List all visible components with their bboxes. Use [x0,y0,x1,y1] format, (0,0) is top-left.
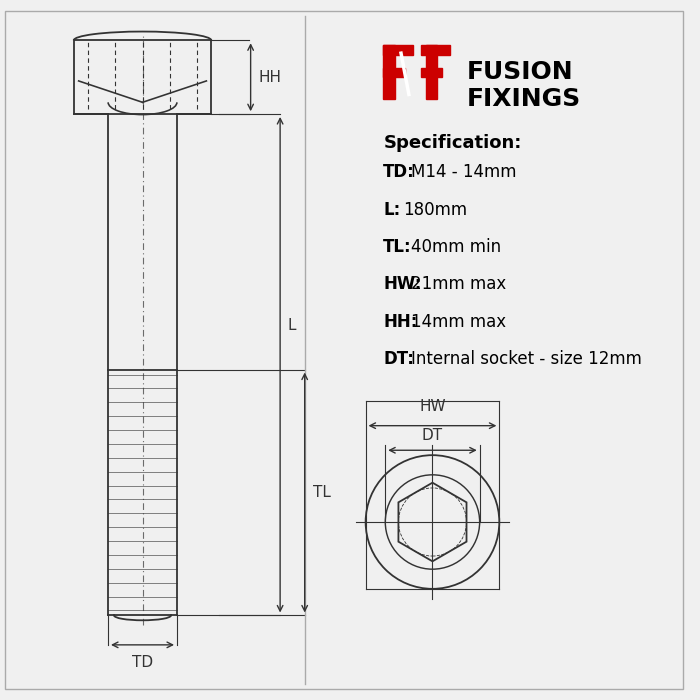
Text: Specification:: Specification: [384,134,522,152]
Text: HW: HW [419,399,446,414]
Text: DT:: DT: [384,350,414,368]
Text: Internal socket - size 12mm: Internal socket - size 12mm [411,350,642,368]
Text: TL: TL [313,485,330,500]
Text: M14 - 14mm: M14 - 14mm [411,163,517,181]
Text: TL:: TL: [384,238,412,256]
Text: 21mm max: 21mm max [411,275,506,293]
Bar [421,46,450,55]
Bar [384,46,413,55]
Text: FUSION: FUSION [467,60,573,84]
Text: HH: HH [258,70,281,85]
Text: L: L [288,318,297,333]
Text: HW:: HW: [384,275,421,293]
Bar [426,46,438,99]
Bar [384,68,405,77]
Bar [421,68,442,77]
Text: TD:: TD: [384,163,415,181]
Text: 14mm max: 14mm max [411,313,506,330]
Text: HH:: HH: [384,313,418,330]
Text: TD: TD [132,654,153,670]
Text: 180mm: 180mm [403,201,467,218]
Text: L:: L: [384,201,400,218]
Text: DT: DT [422,428,443,443]
Text: 40mm min: 40mm min [411,238,501,256]
Text: FIXINGS: FIXINGS [467,87,581,111]
Bar [384,46,395,99]
